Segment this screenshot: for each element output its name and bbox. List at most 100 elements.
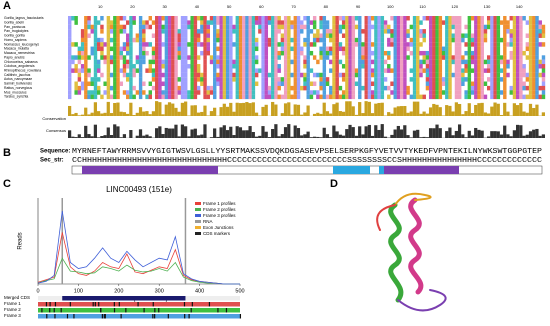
residue-cell [348,86,351,90]
legend-swatch [195,202,201,205]
sec-structure: CCHHHHHHHHHHHHHHHHHHHHHHHHHHHHHCCCCCCCCC… [72,157,542,165]
residue-cell [94,86,97,90]
residue-cell [416,47,419,51]
residue-cell [142,47,145,51]
consensus-bar [68,130,71,138]
residue-cell [332,20,335,24]
residue-cell [265,51,268,55]
residue-cell [323,47,326,51]
residue-cell [345,29,348,33]
consensus-bar [229,127,232,138]
residue-cell [342,77,345,81]
residue-cell [503,55,506,59]
residue-cell [374,64,377,68]
residue-cell [439,20,442,24]
residue-cell [542,68,545,72]
residue-cell [477,33,480,37]
consensus-bar [187,136,190,138]
residue-cell [171,64,174,68]
residue-cell [219,77,222,81]
residue-cell [184,55,187,59]
conservation-bar [107,102,110,116]
consensus-bar [535,129,538,138]
residue-cell [461,82,464,86]
residue-cell [503,51,506,55]
conservation-bar [455,102,458,116]
residue-cell [448,82,451,86]
conservation-bar [97,111,100,116]
residue-cell [539,33,542,37]
residue-cell [387,38,390,42]
residue-cell [313,42,316,46]
residue-cell [248,42,251,46]
residue-cell [519,16,522,20]
residue-cell [522,51,525,55]
consensus-bar [261,126,264,138]
residue-cell [400,55,403,59]
residue-cell [493,25,496,29]
residue-cell [493,95,496,99]
residue-cell [458,55,461,59]
residue-cell [252,90,255,94]
residue-cell [339,42,342,46]
residue-cell [458,42,461,46]
residue-cell [513,73,516,77]
conservation-bar [365,101,368,116]
residue-cell [255,47,258,51]
residue-cell [203,64,206,68]
residue-cell [242,82,245,86]
ruler-label: 80 [324,4,329,9]
residue-cell [394,55,397,59]
conservation-bar [190,105,193,116]
residue-cell [529,16,532,20]
residue-cell [294,64,297,68]
consensus-bar [107,127,110,138]
residue-cell [410,51,413,55]
residue-cell [381,29,384,33]
conservation-bar [332,104,335,116]
residue-cell [149,25,152,29]
residue-cell [342,47,345,51]
residue-cell [503,33,506,37]
residue-cell [107,60,110,64]
residue-cell [68,82,71,86]
residue-cell [68,95,71,99]
residue-cell [132,20,135,24]
residue-cell [416,16,419,20]
residue-cell [168,16,171,20]
residue-cell [368,60,371,64]
residue-cell [168,90,171,94]
consensus-bar [242,130,245,138]
consensus-bar [307,132,310,138]
residue-cell [84,33,87,37]
residue-cell [307,86,310,90]
residue-cell [319,47,322,51]
ruler-label: 20 [130,4,135,9]
residue-cell [455,77,458,81]
consensus-bar [361,134,364,138]
residue-cell [213,47,216,51]
residue-cell [265,73,268,77]
residue-cell [307,25,310,29]
residue-cell [416,90,419,94]
residue-cell [242,33,245,37]
track-stop [49,308,50,313]
residue-cell [207,33,210,37]
residue-cell [435,38,438,42]
residue-cell [184,60,187,64]
track-stop [70,302,71,307]
residue-cell [219,16,222,20]
residue-cell [358,38,361,42]
residue-cell [97,47,100,51]
residue-cell [319,73,322,77]
residue-cell [445,77,448,81]
residue-cell [323,73,326,77]
consensus-bar [352,127,355,138]
residue-cell [423,95,426,99]
residue-cell [458,38,461,42]
conservation-bar [448,106,451,116]
residue-cell [516,25,519,29]
residue-cell [348,47,351,51]
residue-cell [174,95,177,99]
residue-cell [497,90,500,94]
